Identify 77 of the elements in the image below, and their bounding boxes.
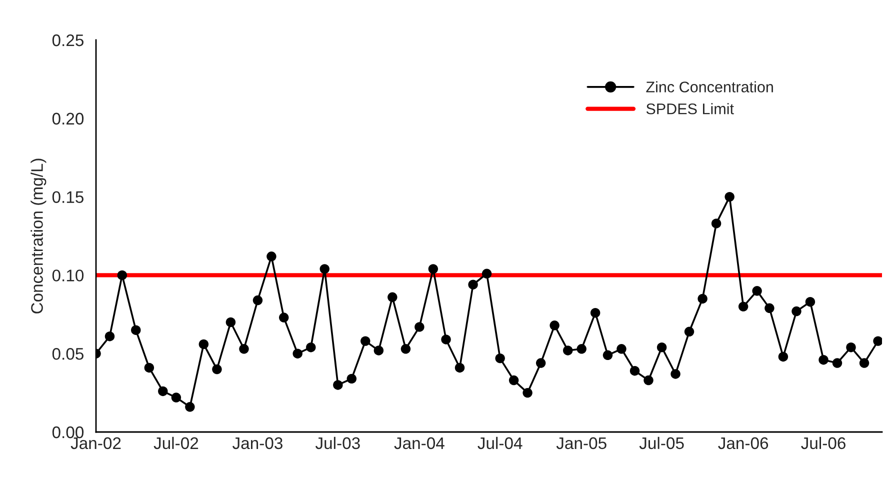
point	[752, 286, 762, 296]
point	[873, 336, 882, 346]
x-tick-label: Jan-06	[718, 437, 768, 450]
point	[711, 218, 722, 228]
point	[360, 336, 370, 346]
point	[117, 270, 127, 280]
point	[859, 358, 870, 368]
point	[818, 355, 828, 365]
legend-label: SPDES Limit	[646, 103, 734, 114]
point	[550, 320, 560, 330]
point	[266, 252, 276, 262]
point	[670, 369, 680, 379]
point	[563, 346, 573, 356]
y-tick-label: 0.20	[52, 112, 84, 125]
point	[333, 380, 343, 390]
point	[656, 342, 667, 352]
point	[602, 350, 613, 360]
y-tick-label: 0.25	[52, 34, 84, 46]
point	[388, 292, 398, 302]
point	[158, 386, 168, 396]
x-tick-label: Jul-04	[478, 436, 522, 450]
point	[279, 312, 289, 322]
x-tick-label: Jan-02	[70, 437, 121, 450]
point	[508, 375, 519, 386]
point	[805, 296, 816, 307]
y-axis-title: Concentration (mg/L)	[30, 158, 46, 314]
x-tick-label: Jan-05	[556, 437, 606, 450]
point	[495, 353, 505, 364]
point	[698, 294, 708, 304]
legend-label: Zinc Concentration	[646, 81, 773, 92]
y-tick-label: 0.00	[52, 426, 84, 438]
point	[482, 268, 492, 278]
point	[832, 358, 842, 368]
point	[320, 264, 330, 274]
point	[792, 306, 802, 316]
point	[292, 348, 302, 358]
x-tick-label: Jan-03	[232, 437, 282, 450]
y-tick-label: 0.10	[52, 270, 84, 282]
point	[576, 344, 586, 354]
point	[468, 280, 478, 290]
point	[630, 366, 640, 376]
point	[454, 362, 465, 373]
point	[212, 364, 222, 374]
point	[104, 331, 115, 342]
x-tick-label: Jul-02	[154, 436, 198, 450]
point	[522, 388, 532, 398]
point	[185, 402, 195, 412]
point	[590, 308, 600, 318]
x-tick-label: Jan-04	[394, 437, 444, 450]
point	[171, 392, 182, 402]
point	[252, 295, 263, 306]
point	[764, 303, 774, 313]
point	[226, 317, 236, 328]
y-tick-label: 0.15	[52, 191, 84, 204]
point	[414, 322, 424, 332]
point	[374, 346, 384, 356]
point	[306, 342, 316, 352]
point	[846, 342, 856, 352]
x-tick-label: Jul-05	[639, 436, 684, 450]
point	[441, 334, 451, 344]
point	[536, 358, 546, 368]
point	[616, 344, 626, 354]
point	[644, 375, 654, 386]
point	[778, 352, 788, 362]
x-tick-label: Jul-03	[315, 436, 360, 450]
point	[684, 326, 694, 337]
point	[239, 344, 249, 354]
point	[144, 362, 154, 373]
y-tick-label: 0.05	[52, 348, 84, 360]
point	[346, 374, 357, 384]
point	[738, 302, 748, 312]
x-tick-label: Jul-06	[801, 436, 846, 450]
point	[198, 339, 209, 350]
point	[724, 192, 734, 202]
point	[131, 325, 141, 335]
point	[428, 264, 438, 274]
point	[400, 344, 411, 354]
